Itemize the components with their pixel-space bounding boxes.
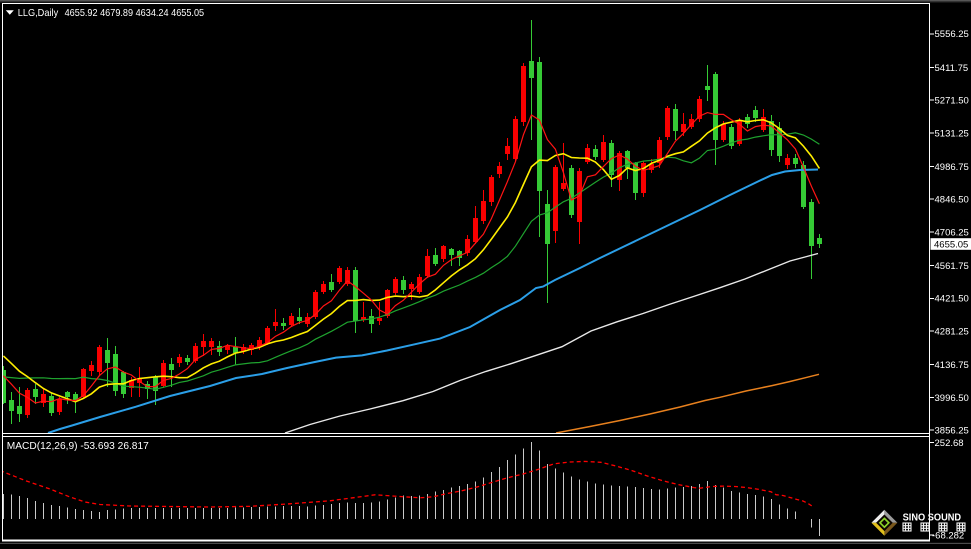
svg-text:3856.25: 3856.25 bbox=[935, 426, 969, 437]
svg-text:4986.75: 4986.75 bbox=[935, 162, 969, 173]
svg-text:4655.92 4679.89 4634.24 4655.0: 4655.92 4679.89 4634.24 4655.05 bbox=[65, 7, 205, 19]
svg-text:252.68: 252.68 bbox=[935, 438, 964, 449]
svg-text:4655.05: 4655.05 bbox=[934, 239, 968, 250]
svg-text:-68.282: -68.282 bbox=[932, 530, 964, 541]
svg-text:4281.25: 4281.25 bbox=[935, 326, 969, 337]
svg-text:4421.50: 4421.50 bbox=[935, 294, 969, 305]
svg-text:5271.50: 5271.50 bbox=[935, 96, 969, 107]
svg-text:5556.25: 5556.25 bbox=[935, 29, 969, 40]
svg-text:4846.50: 4846.50 bbox=[935, 195, 969, 206]
svg-text:LLG,Daily: LLG,Daily bbox=[18, 7, 59, 19]
svg-text:4136.75: 4136.75 bbox=[935, 360, 969, 371]
svg-text:3996.50: 3996.50 bbox=[935, 393, 969, 404]
svg-text:SINO SOUND: SINO SOUND bbox=[903, 512, 962, 524]
svg-text:5411.75: 5411.75 bbox=[935, 63, 969, 74]
svg-text:4561.75: 4561.75 bbox=[935, 261, 969, 272]
svg-text:4706.25: 4706.25 bbox=[935, 227, 969, 238]
svg-text:MACD(12,26,9) -53.693 26.817: MACD(12,26,9) -53.693 26.817 bbox=[7, 440, 149, 452]
svg-text:5131.25: 5131.25 bbox=[935, 128, 969, 139]
